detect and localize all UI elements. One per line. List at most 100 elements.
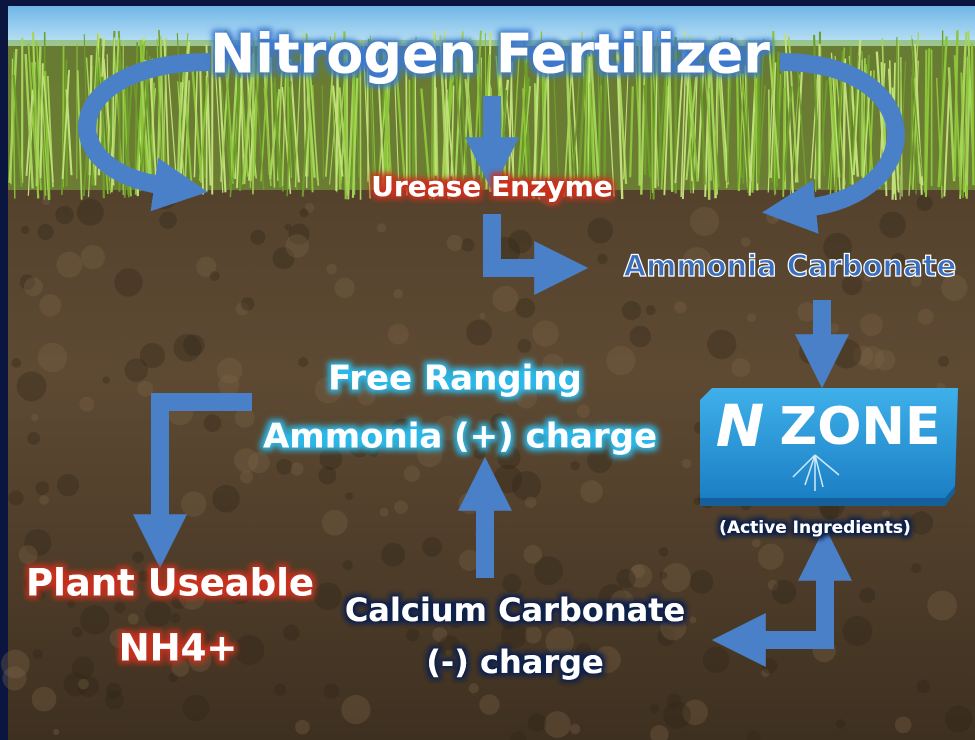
grass-blade	[842, 64, 855, 190]
soil-clump	[39, 294, 62, 317]
grass-blade	[39, 63, 44, 179]
node-label: Plant Useable	[26, 562, 314, 605]
grass-blade	[773, 67, 784, 196]
soil-clump	[390, 418, 416, 444]
node-label: (-) charge	[426, 643, 603, 681]
soil-clump	[682, 699, 708, 726]
grass-blade	[852, 39, 862, 176]
grass-blade	[252, 35, 261, 177]
grass-blade	[656, 46, 669, 180]
grass-blade	[220, 37, 232, 182]
soil-clump	[500, 622, 528, 649]
grass-blade	[454, 51, 464, 186]
grass-blade	[668, 67, 674, 192]
soil-clump	[381, 542, 406, 567]
soil-clump	[137, 570, 149, 582]
grass-blade	[405, 48, 408, 196]
soil-clump	[689, 206, 720, 237]
node-label: NH4+	[119, 627, 238, 670]
node-label: Ammonia (+) charge	[263, 417, 657, 457]
soil-clump	[235, 302, 249, 316]
soil-clump	[924, 254, 934, 265]
soil-clump	[24, 277, 43, 297]
soil-clump	[179, 583, 206, 610]
soil-clump	[173, 333, 202, 362]
grass-blade	[615, 41, 624, 200]
soil-clump	[403, 465, 421, 482]
soil-clump	[212, 484, 240, 513]
grass-blade	[965, 79, 971, 186]
soil-clump	[171, 659, 190, 677]
soil-clump	[299, 208, 309, 218]
grass-blade	[681, 35, 692, 200]
logo-mark: N	[716, 392, 765, 460]
soil-clump	[80, 605, 110, 635]
soil-clump	[240, 297, 255, 311]
soil-clump	[621, 300, 642, 321]
soil-clump	[393, 289, 403, 299]
grass-blade	[582, 53, 589, 198]
soil-clump	[295, 719, 310, 735]
soil-clump	[79, 396, 95, 412]
logo: N ZONE	[700, 388, 958, 506]
soil-clump	[379, 507, 389, 517]
grass-blade	[603, 74, 607, 192]
soil-clump	[829, 347, 839, 356]
soil-clump	[170, 613, 181, 624]
grass-blade	[782, 86, 793, 182]
soil-clump	[509, 731, 527, 740]
grass-blade	[12, 74, 23, 188]
grass-blade	[220, 79, 231, 180]
grass-blade	[708, 55, 719, 195]
soil-clump	[731, 358, 751, 378]
soil-clump	[707, 329, 737, 360]
soil-clump	[502, 573, 522, 593]
soil-clump	[406, 628, 420, 642]
arrow	[78, 53, 211, 212]
grass-blade	[589, 50, 600, 177]
soil-clump	[200, 582, 215, 597]
soil-clump	[911, 563, 922, 574]
grass-blade	[368, 38, 375, 185]
soil-clump	[272, 247, 295, 270]
soil-clump	[666, 693, 682, 709]
soil-clump	[523, 545, 543, 564]
grass-blade	[113, 41, 124, 183]
grass-blade	[738, 73, 744, 185]
soil-clump	[829, 323, 840, 333]
soil-clump	[21, 225, 30, 235]
grass-blade	[369, 35, 377, 189]
soil-clump	[468, 683, 479, 694]
grass-blade	[236, 67, 244, 189]
soil-clump	[321, 509, 348, 536]
soil-clump	[860, 346, 885, 370]
arrow	[711, 526, 852, 667]
soil-clump	[188, 649, 212, 672]
grass-blade	[444, 30, 450, 188]
grass-blade	[61, 69, 71, 180]
grass-blade	[435, 87, 439, 180]
soil-clump	[576, 404, 591, 418]
soil-clump	[534, 556, 563, 586]
soil-clump	[616, 568, 636, 589]
grass-blade	[260, 46, 270, 182]
grass-blade	[605, 44, 615, 197]
soil-clump	[658, 547, 669, 557]
grass-blade	[31, 62, 42, 191]
grass-blade	[767, 89, 771, 178]
soil-clump	[479, 694, 500, 715]
grass-blade	[589, 83, 595, 181]
soil-clump	[459, 549, 481, 571]
soil-clump	[524, 496, 537, 508]
soil-clump	[63, 672, 88, 697]
soil-clump	[31, 686, 57, 712]
grass-blade	[392, 39, 400, 186]
grass-blade	[649, 32, 654, 194]
soil-clump	[628, 564, 653, 588]
grass-blade	[24, 54, 34, 189]
soil-clump	[542, 353, 564, 375]
soil-clump	[77, 675, 99, 697]
soil-clump	[56, 474, 80, 497]
node-label: Calcium Carbonate	[345, 591, 685, 629]
soil-clump	[248, 451, 270, 474]
